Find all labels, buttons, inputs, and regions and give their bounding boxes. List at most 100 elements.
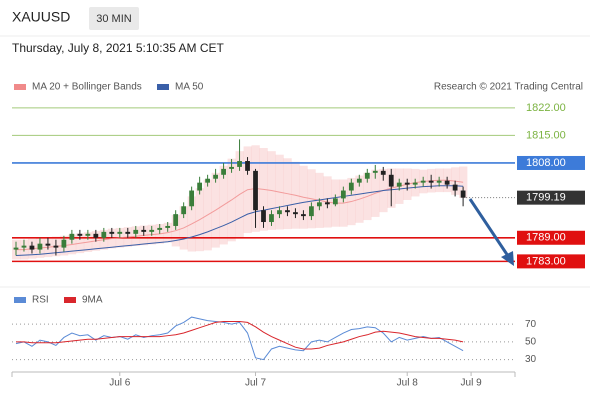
candle-body: [420, 180, 426, 183]
candle-body: [157, 227, 163, 230]
candle-body: [109, 231, 115, 234]
candle-body: [173, 214, 179, 226]
candle-body: [452, 184, 458, 191]
candle-body: [293, 212, 298, 215]
timeframe-button[interactable]: [89, 7, 139, 30]
forecast-arrow: [468, 198, 514, 266]
last-price-box: [517, 190, 585, 205]
candle-body: [101, 231, 107, 238]
candle-body: [117, 231, 123, 234]
candle-body: [356, 178, 362, 183]
legend-swatch: [157, 84, 169, 90]
symbol: XAUUSD: [12, 9, 70, 25]
candle-body: [412, 182, 418, 185]
header-bar: [0, 0, 590, 36]
last-price-label: 1799.19: [526, 192, 566, 204]
legend-swatch: [14, 297, 26, 303]
candle-body: [316, 202, 322, 207]
labels-layer: MA 20 + Bollinger Bands MA 50 1822.00 1815.…: [14, 82, 585, 389]
candle-body: [261, 210, 266, 223]
arrow-shaft: [468, 198, 510, 257]
candle-body: [149, 229, 155, 232]
level-label: 1815.00: [526, 129, 566, 141]
candle-body: [396, 182, 402, 187]
x-tick-label: Jul 6: [109, 378, 131, 389]
candle-body: [77, 233, 83, 236]
candle-body: [301, 214, 306, 217]
level-label: 1808.00: [526, 157, 566, 169]
legend-label: MA 50: [175, 82, 204, 93]
level-label: 1822.00: [526, 102, 566, 114]
candle-body: [181, 206, 187, 215]
bollinger-band: [459, 166, 468, 199]
candle-body: [205, 178, 211, 183]
candle-body: [380, 170, 386, 175]
lines-layer: [15, 179, 464, 361]
candle-body: [285, 210, 290, 213]
candle-body: [45, 243, 51, 246]
y-tick-label: 30: [525, 354, 537, 365]
candle-body: [133, 229, 139, 234]
candle-body: [309, 206, 314, 217]
candle-body: [141, 229, 147, 232]
indicator-line: [15, 321, 464, 350]
candle-body: [125, 231, 131, 234]
candle-body: [21, 245, 27, 248]
x-tick-label: Jul 7: [245, 378, 267, 389]
moving-average: [15, 185, 464, 256]
candle-body: [189, 190, 195, 207]
candle-body: [277, 210, 282, 215]
candle-body: [340, 190, 346, 199]
candle-body: [372, 170, 378, 173]
candle-body: [460, 190, 466, 198]
candle-body: [165, 225, 171, 228]
candle-body: [197, 182, 203, 191]
candle-body: [269, 214, 274, 223]
candle-body: [245, 161, 250, 171]
candle-body: [221, 168, 226, 175]
candles-layer: [13, 139, 466, 256]
level-label-box: [517, 254, 585, 269]
timestamp: Thursday, July 8, 2021 5:10:35 AM CET: [12, 41, 225, 55]
level-label-box: [517, 230, 585, 245]
moving-average: [15, 179, 464, 251]
candle-body: [324, 202, 330, 205]
candle-body: [428, 180, 434, 183]
level-label-box: [517, 155, 585, 170]
y-tick-label: 70: [525, 319, 537, 330]
candle-body: [29, 245, 35, 250]
candle-body: [213, 174, 218, 179]
x-tick-label: Jul 9: [461, 378, 483, 389]
candle-body: [69, 233, 75, 240]
candle-body: [444, 180, 450, 185]
candle-body: [237, 161, 242, 167]
candle-body: [93, 233, 99, 238]
legend-label: 9MA: [82, 295, 103, 306]
candle-body: [348, 182, 354, 191]
candle-body: [332, 198, 338, 205]
arrow-head: [501, 251, 514, 266]
candle-body: [61, 239, 67, 248]
legend-swatch: [14, 84, 26, 90]
candle-body: [436, 180, 442, 183]
candle-body: [53, 245, 59, 248]
legend-swatch: [64, 297, 76, 303]
candle-body: [85, 233, 91, 236]
x-tick-label: Jul 8: [397, 378, 419, 389]
level-label: 1789.00: [526, 232, 566, 244]
candle-body: [13, 247, 19, 250]
candle-body: [404, 182, 410, 185]
candle-body: [37, 243, 43, 250]
legend-label: RSI: [32, 295, 49, 306]
level-label: 1783.00: [526, 255, 566, 267]
timeframe[interactable]: 30 MIN: [96, 13, 132, 25]
candle-body: [253, 170, 258, 211]
candle-body: [229, 166, 234, 169]
indicator-line: [15, 316, 464, 361]
candle-body: [388, 174, 394, 187]
y-tick-label: 50: [525, 337, 537, 348]
legend-label: MA 20 + Bollinger Bands: [32, 82, 142, 93]
candle-body: [364, 172, 370, 179]
